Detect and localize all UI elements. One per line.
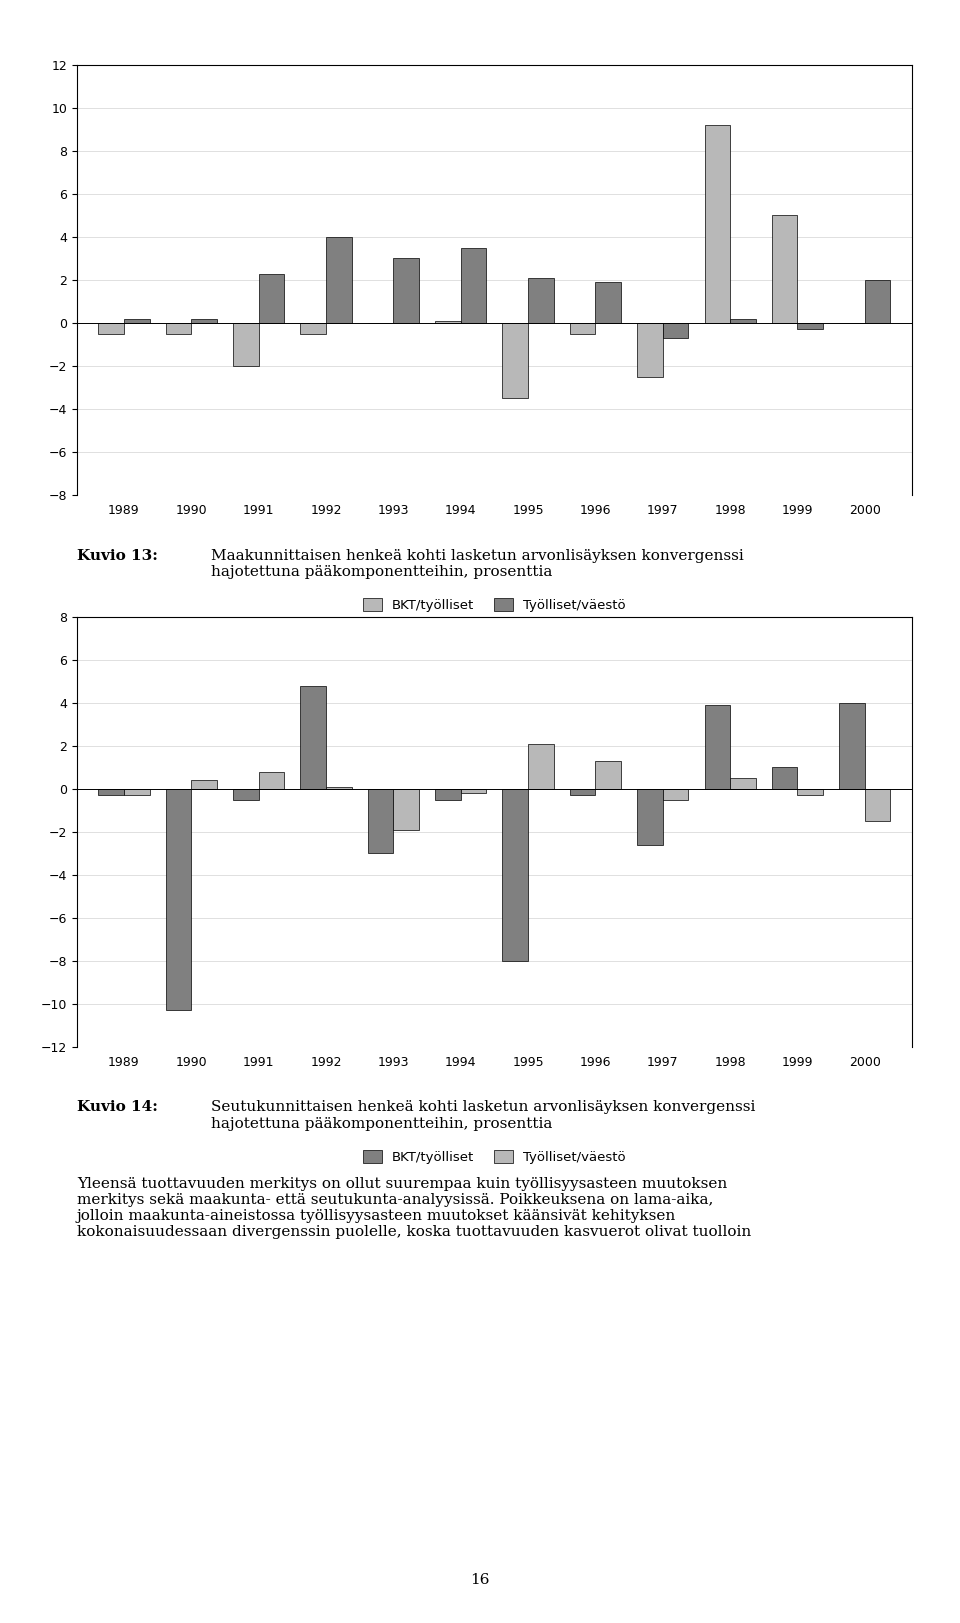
Bar bbox=[570, 789, 595, 795]
Bar bbox=[258, 274, 284, 323]
Bar bbox=[662, 789, 688, 800]
Bar bbox=[595, 282, 621, 323]
Bar bbox=[394, 258, 419, 323]
Bar bbox=[865, 281, 891, 323]
Bar bbox=[798, 789, 823, 795]
Text: Yleensä tuottavuuden merkitys on ollut suurempaa kuin työllisyysasteen muutoksen: Yleensä tuottavuuden merkitys on ollut s… bbox=[77, 1177, 751, 1240]
Bar bbox=[528, 743, 554, 789]
Bar bbox=[435, 321, 461, 323]
Bar bbox=[662, 323, 688, 338]
Bar bbox=[731, 318, 756, 323]
Text: Maakunnittaisen henkeä kohti lasketun arvonlisäyksen konvergenssi
hajotettuna pä: Maakunnittaisen henkeä kohti lasketun ar… bbox=[211, 549, 744, 579]
Bar bbox=[300, 323, 326, 334]
Bar bbox=[166, 789, 191, 1010]
Bar bbox=[98, 323, 124, 334]
Bar bbox=[502, 323, 528, 398]
Bar bbox=[368, 789, 394, 854]
Bar bbox=[326, 787, 351, 789]
Bar bbox=[300, 685, 326, 789]
Bar bbox=[528, 278, 554, 323]
Text: Seutukunnittaisen henkeä kohti lasketun arvonlisäyksen konvergenssi
hajotettuna : Seutukunnittaisen henkeä kohti lasketun … bbox=[211, 1100, 756, 1131]
Bar bbox=[394, 789, 419, 829]
Bar bbox=[258, 771, 284, 789]
Bar bbox=[191, 781, 217, 789]
Bar bbox=[98, 789, 124, 795]
Bar bbox=[595, 761, 621, 789]
Bar bbox=[865, 789, 891, 821]
Bar bbox=[839, 703, 865, 789]
Bar bbox=[637, 789, 662, 844]
Bar bbox=[461, 248, 487, 323]
Bar bbox=[435, 789, 461, 800]
Bar bbox=[637, 323, 662, 377]
Text: 16: 16 bbox=[470, 1573, 490, 1587]
Bar bbox=[461, 789, 487, 794]
Bar bbox=[731, 777, 756, 789]
Bar bbox=[570, 323, 595, 334]
Text: Kuvio 13:: Kuvio 13: bbox=[77, 549, 157, 563]
Bar bbox=[772, 216, 798, 323]
Bar bbox=[124, 789, 150, 795]
Bar bbox=[326, 237, 351, 323]
Bar bbox=[233, 789, 258, 800]
Bar bbox=[705, 704, 731, 789]
Text: Kuvio 14:: Kuvio 14: bbox=[77, 1100, 157, 1115]
Bar bbox=[772, 768, 798, 789]
Bar bbox=[233, 323, 258, 365]
Bar bbox=[124, 318, 150, 323]
Legend: BKT/työlliset, Työlliset/väestö: BKT/työlliset, Työlliset/väestö bbox=[358, 1144, 631, 1169]
Bar bbox=[798, 323, 823, 329]
Legend: BKT/työlliset, Työlliset/väestö: BKT/työlliset, Työlliset/väestö bbox=[358, 592, 631, 617]
Bar bbox=[502, 789, 528, 961]
Bar bbox=[166, 323, 191, 334]
Bar bbox=[705, 125, 731, 323]
Bar bbox=[191, 318, 217, 323]
